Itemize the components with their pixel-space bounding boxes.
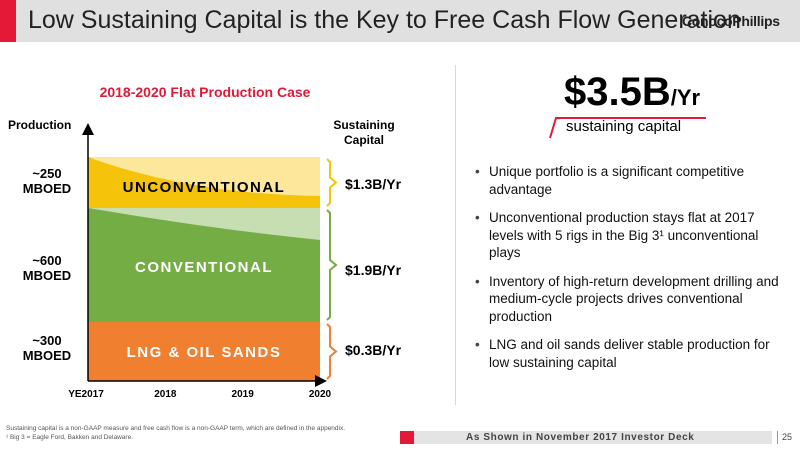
bullet-item: Unique portfolio is a significant compet…	[473, 163, 785, 198]
prod-unit: MBOED	[22, 348, 72, 363]
x-tick-label: 2019	[232, 389, 255, 400]
red-underline-accent	[549, 117, 706, 139]
series-label: UNCONVENTIONAL	[123, 179, 286, 196]
prod-unit: MBOED	[22, 181, 72, 196]
prod-label-lng: ~300 MBOED	[14, 333, 80, 363]
prod-value: ~600	[32, 253, 62, 268]
chart-title: 2018-2020 Flat Production Case	[99, 84, 311, 100]
big-number-subtitle: sustaining capital	[566, 118, 682, 135]
prod-unit: MBOED	[22, 268, 72, 283]
sustaining-header-line1: Sustaining	[333, 118, 395, 132]
footnote-sustaining: Sustaining capital is a non-GAAP measure…	[6, 425, 346, 432]
big-number-unit: /Yr	[670, 85, 701, 110]
bracket	[326, 158, 338, 207]
page-number: 25	[782, 432, 793, 442]
bullet-item: LNG and oil sands deliver stable product…	[473, 336, 785, 371]
x-tick-label: YE2017	[68, 389, 104, 400]
bullet-list: Unique portfolio is a significant compet…	[473, 163, 785, 382]
series-label: LNG & OIL SANDS	[127, 344, 282, 361]
logo-text: ConocoPhillips	[682, 13, 780, 29]
deck-source: As Shown in November 2017 Investor Deck	[466, 432, 695, 443]
capital-label-conventional: $1.9B/Yr	[345, 262, 402, 278]
area-lng-oil-sands	[88, 322, 320, 381]
footer-band	[406, 431, 772, 444]
big-number-value: $3.5B	[564, 70, 671, 114]
page-title: Low Sustaining Capital is the Key to Fre…	[28, 6, 741, 34]
sustaining-capital-header: Sustaining Capital	[333, 118, 395, 148]
bracket	[326, 209, 338, 321]
header-bar: Low Sustaining Capital is the Key to Fre…	[0, 0, 800, 42]
footer-separator	[777, 431, 778, 444]
area-unconventional-base	[88, 157, 320, 208]
vertical-divider	[455, 65, 456, 405]
footer-red-accent	[400, 431, 414, 444]
x-tick-label: 2020	[309, 389, 332, 400]
sustaining-header-line2: Capital	[343, 133, 384, 147]
prod-value: ~250	[32, 166, 62, 181]
series-label: CONVENTIONAL	[135, 259, 273, 276]
prod-label-conventional: ~600 MBOED	[14, 253, 80, 283]
bullet-item: Unconventional production stays flat at …	[473, 209, 785, 262]
footnote-big3: ¹ Big 3 = Eagle Ford, Bakken and Delawar…	[6, 434, 134, 441]
production-area-chart: UNCONVENTIONAL CONVENTIONAL LNG & OIL SAND…	[68, 123, 338, 400]
capital-label-lng: $0.3B/Yr	[345, 342, 402, 358]
sustaining-capital-total: $3.5B/Yr	[564, 70, 700, 115]
bullet-item: Inventory of high-return development dri…	[473, 273, 785, 326]
prod-label-unconventional: ~250 MBOED	[14, 166, 80, 196]
production-header: Production	[8, 118, 72, 132]
capital-label-unconventional: $1.3B/Yr	[345, 176, 402, 192]
bracket	[326, 323, 338, 380]
x-tick-label: 2018	[154, 389, 177, 400]
company-logo: ConocoPhillips	[682, 13, 792, 33]
header-accent	[0, 0, 16, 42]
area-conventional-base	[88, 208, 320, 322]
prod-value: ~300	[32, 333, 62, 348]
